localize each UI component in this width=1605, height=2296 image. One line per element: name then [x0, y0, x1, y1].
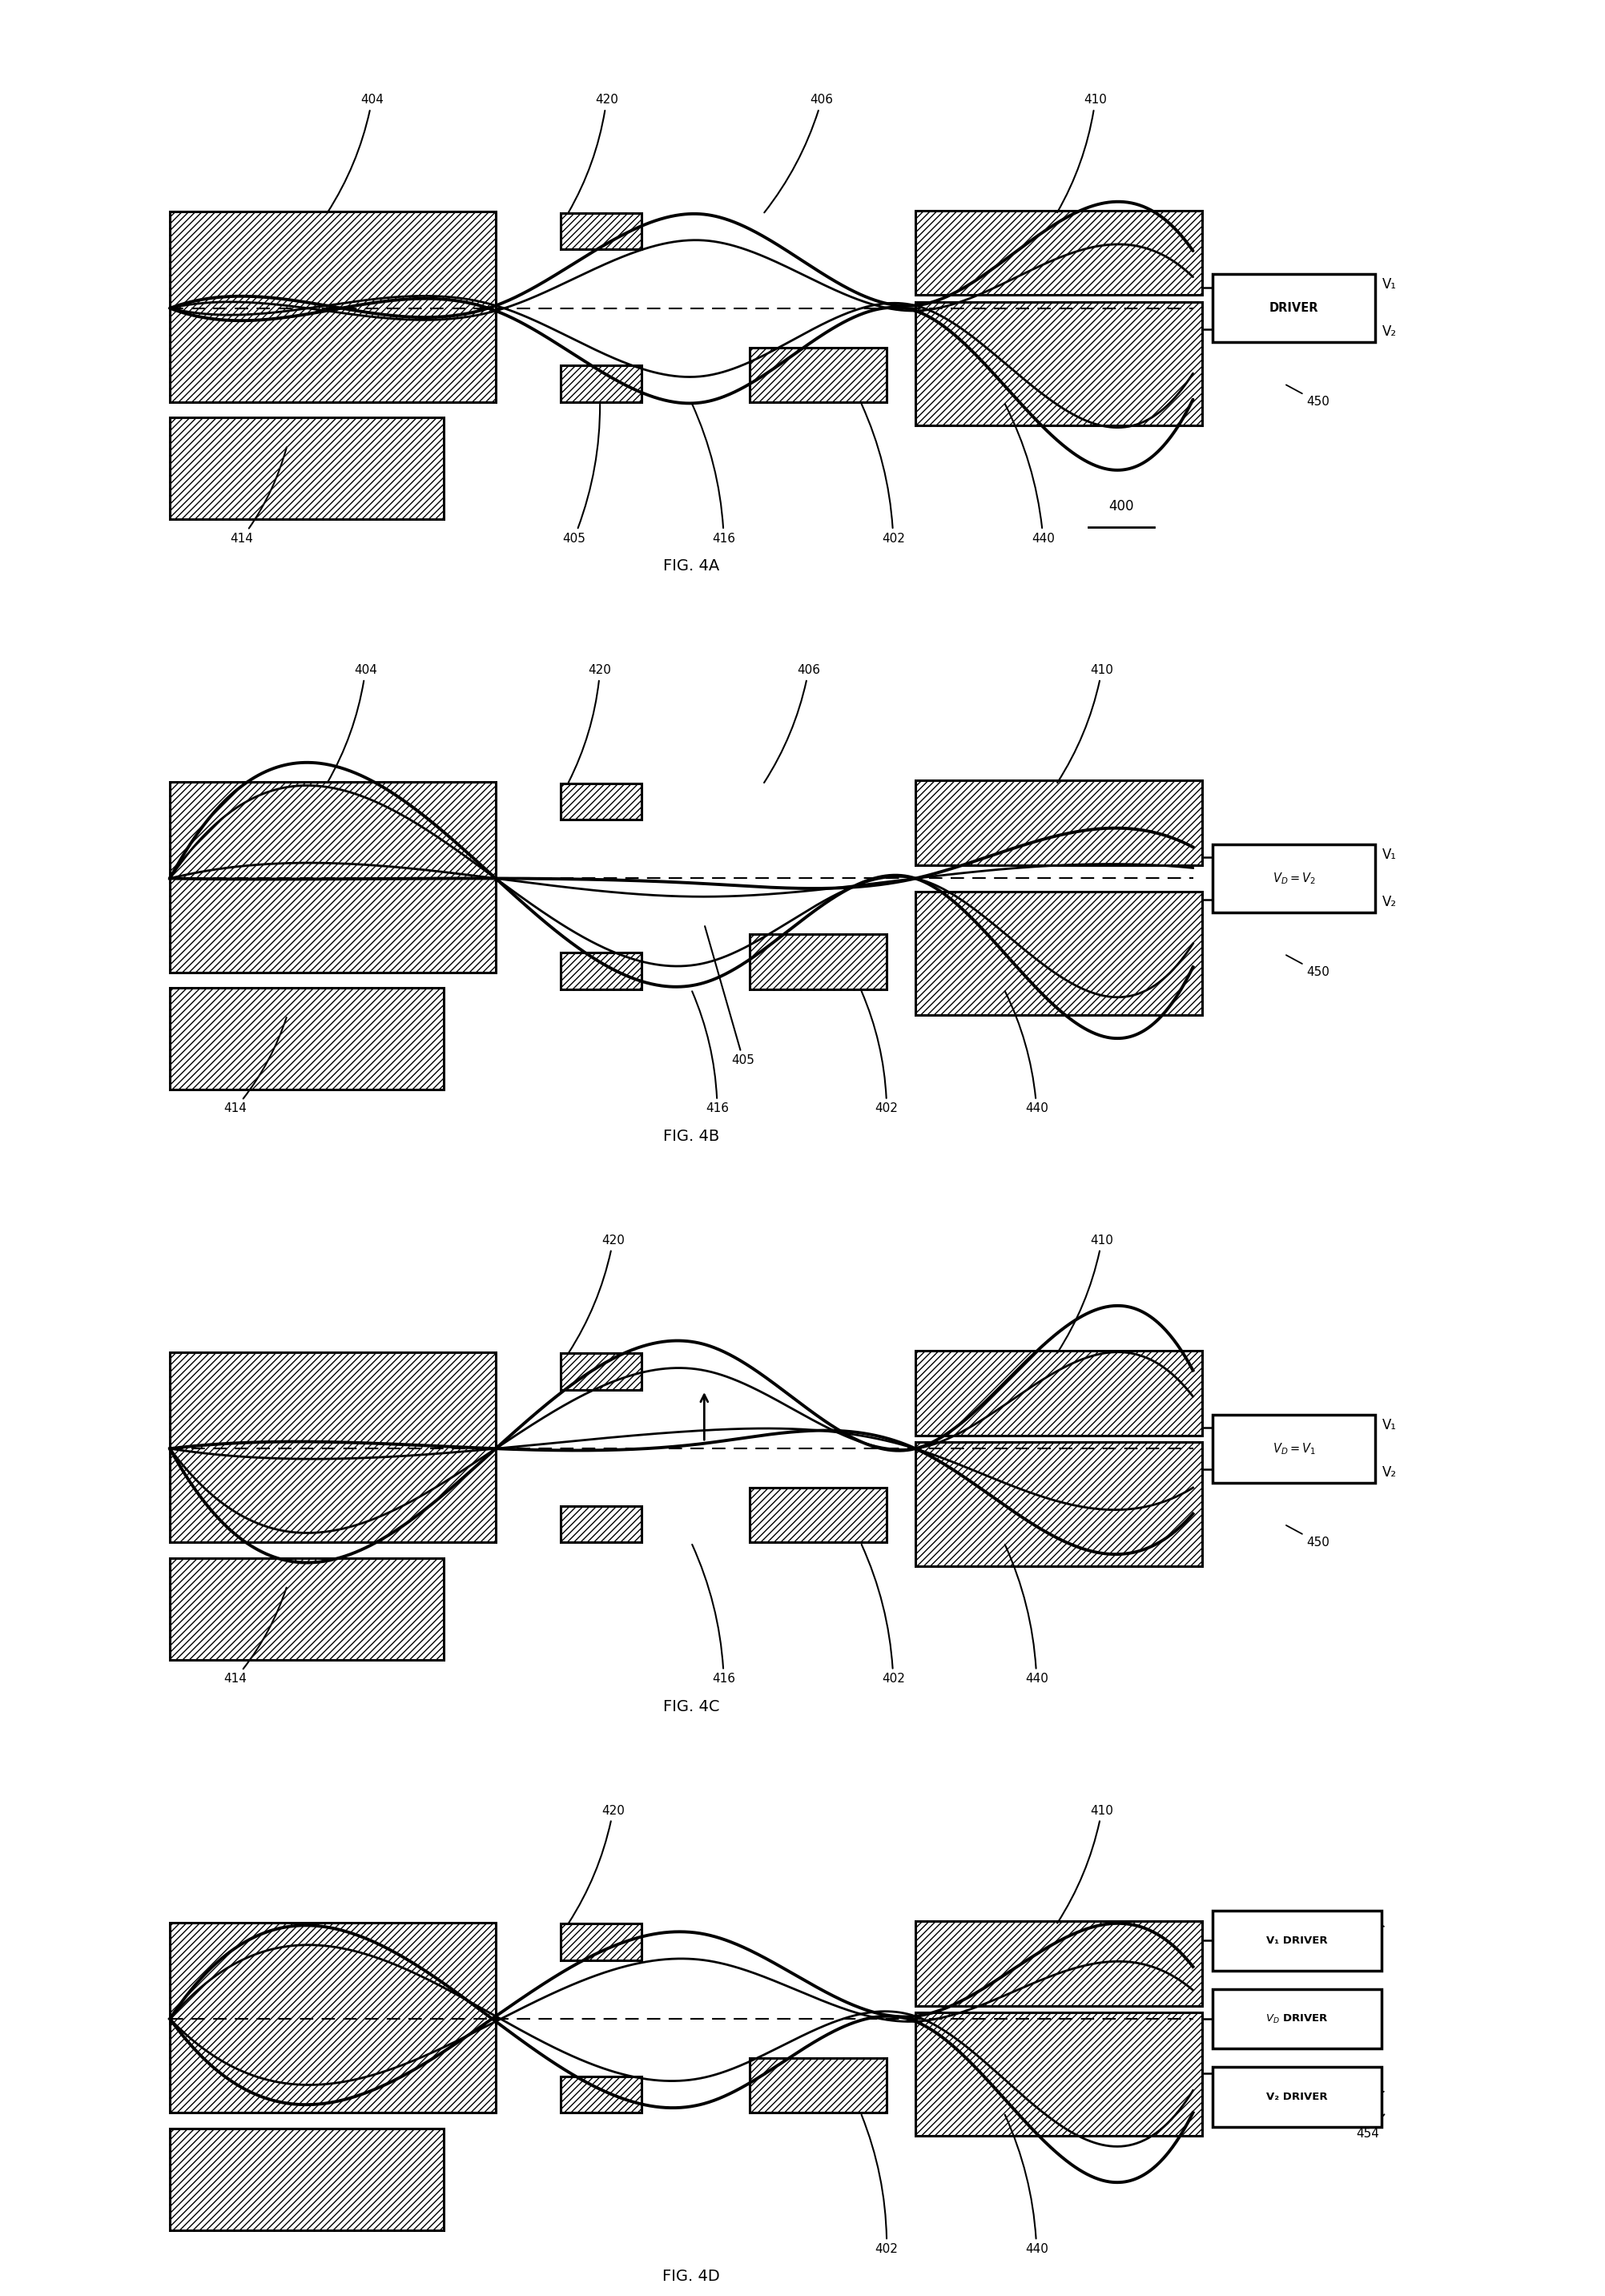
Bar: [1212, 1988, 1382, 2048]
Bar: [1212, 2066, 1382, 2126]
Text: 402: 402: [862, 2115, 899, 2255]
Text: 416: 416: [692, 1545, 735, 1685]
Text: 400: 400: [1109, 498, 1133, 514]
Bar: [560, 953, 642, 990]
Text: $V_D=V_1$: $V_D=V_1$: [1273, 1442, 1316, 1456]
Text: V₂: V₂: [1382, 324, 1396, 340]
Bar: [560, 783, 642, 820]
Bar: [1212, 845, 1375, 912]
Text: 450: 450: [1286, 1525, 1329, 1548]
Text: V₂: V₂: [1382, 895, 1396, 909]
Text: 410: 410: [1058, 1805, 1114, 1924]
Text: 410: 410: [1058, 94, 1107, 214]
Text: 416: 416: [692, 992, 729, 1114]
Bar: [915, 1922, 1202, 2007]
Text: 440: 440: [1005, 2115, 1048, 2255]
Bar: [170, 211, 496, 402]
Text: 406: 406: [764, 94, 833, 214]
Text: 450: 450: [1286, 386, 1329, 409]
Bar: [915, 211, 1202, 296]
Bar: [560, 1924, 642, 1961]
Bar: [1212, 1414, 1375, 1483]
Text: 404: 404: [327, 664, 377, 783]
Text: 450: 450: [1286, 955, 1329, 978]
Bar: [915, 781, 1202, 866]
Text: 414: 414: [223, 1017, 287, 1114]
Bar: [170, 987, 443, 1091]
Text: 440: 440: [1005, 404, 1054, 544]
Bar: [750, 347, 886, 402]
Text: FIG. 4D: FIG. 4D: [663, 2268, 721, 2285]
Text: 420: 420: [568, 1805, 624, 1924]
Bar: [1212, 1910, 1382, 1970]
Bar: [170, 1559, 443, 1660]
Bar: [560, 1506, 642, 1543]
Bar: [170, 1352, 496, 1543]
Text: 410: 410: [1058, 664, 1114, 783]
Text: V₁: V₁: [1382, 847, 1396, 863]
Text: 414: 414: [223, 1587, 287, 1685]
Bar: [170, 418, 443, 519]
Bar: [560, 365, 642, 402]
Text: 402: 402: [862, 992, 899, 1114]
Text: 440: 440: [1005, 1545, 1048, 1685]
Bar: [915, 1350, 1202, 1435]
Text: FIG. 4A: FIG. 4A: [663, 558, 719, 574]
Text: DRIVER: DRIVER: [1270, 303, 1319, 315]
Bar: [915, 891, 1202, 1015]
Text: FIG. 4C: FIG. 4C: [663, 1699, 719, 1715]
Text: 414: 414: [230, 448, 287, 544]
Text: 452: 452: [1356, 1910, 1384, 1926]
Bar: [170, 783, 496, 971]
Text: 410: 410: [1058, 1235, 1114, 1352]
Bar: [915, 1442, 1202, 1566]
Text: V₁: V₁: [1382, 1419, 1396, 1433]
Bar: [560, 2076, 642, 2112]
Text: 420: 420: [568, 664, 612, 783]
Text: $V_D=V_2$: $V_D=V_2$: [1273, 870, 1316, 886]
Bar: [915, 2011, 1202, 2135]
Bar: [170, 2128, 443, 2229]
Text: $V_D$ DRIVER: $V_D$ DRIVER: [1266, 2014, 1329, 2025]
Text: V₂: V₂: [1382, 1465, 1396, 1479]
Text: 402: 402: [862, 404, 905, 544]
Text: 450: 450: [1331, 2092, 1384, 2119]
Text: 406: 406: [764, 664, 820, 783]
Bar: [560, 214, 642, 250]
Text: 454: 454: [1356, 2115, 1385, 2140]
Bar: [1212, 273, 1375, 342]
Text: 440: 440: [1005, 992, 1048, 1114]
Bar: [750, 934, 886, 990]
Text: 420: 420: [568, 1235, 624, 1352]
Text: V₂ DRIVER: V₂ DRIVER: [1266, 2092, 1327, 2103]
Bar: [915, 301, 1202, 425]
Text: V₁ DRIVER: V₁ DRIVER: [1266, 1936, 1327, 1945]
Bar: [750, 1488, 886, 1543]
Bar: [170, 1922, 496, 2112]
Text: 405: 405: [562, 404, 600, 544]
Text: 404: 404: [327, 94, 384, 214]
Bar: [560, 1352, 642, 1389]
Text: V₁: V₁: [1382, 278, 1396, 292]
Text: 405: 405: [705, 925, 754, 1065]
Text: FIG. 4B: FIG. 4B: [663, 1130, 719, 1143]
Text: 420: 420: [568, 94, 618, 214]
Text: 416: 416: [692, 404, 735, 544]
Bar: [750, 2057, 886, 2112]
Text: 402: 402: [862, 1545, 905, 1685]
